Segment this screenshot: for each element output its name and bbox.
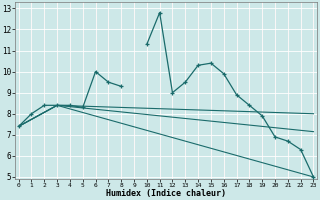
X-axis label: Humidex (Indice chaleur): Humidex (Indice chaleur)	[106, 189, 226, 198]
